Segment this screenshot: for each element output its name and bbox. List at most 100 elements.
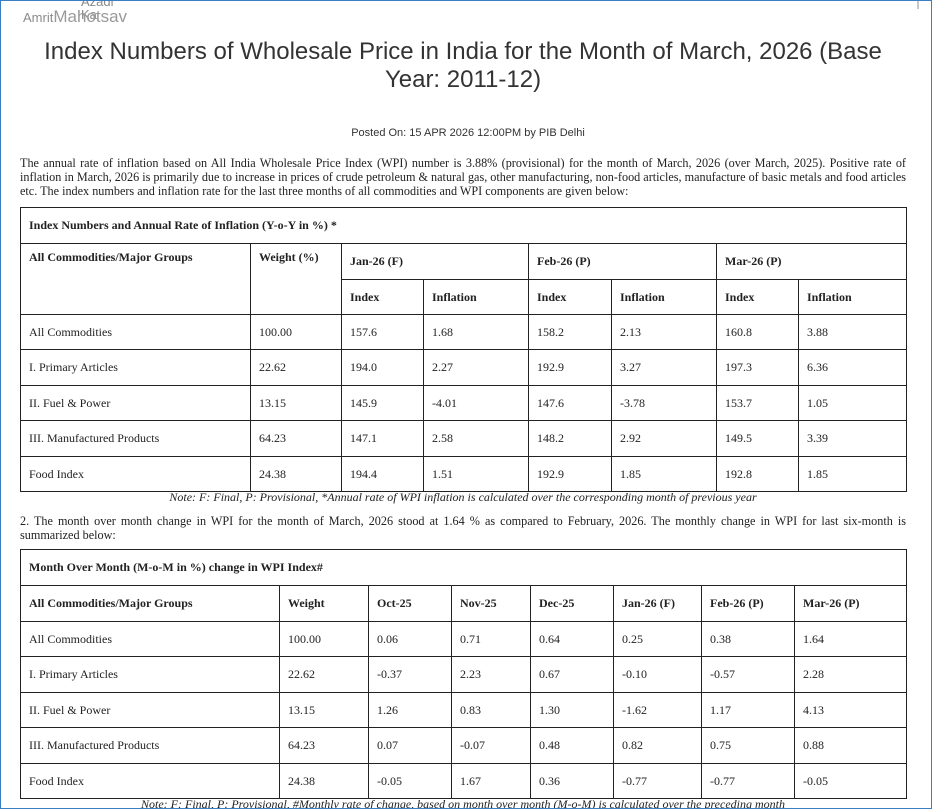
group-cell: Food Index — [20, 456, 251, 492]
table-row: III. Manufactured Products 64.23 0.07 -0… — [20, 727, 908, 764]
table-row: All Commodities 100.00 157.6 1.68 158.2 … — [20, 314, 908, 350]
column-header-month: Nov-25 — [451, 585, 531, 622]
value-cell: -0.77 — [701, 763, 795, 799]
group-cell: II. Fuel & Power — [20, 385, 251, 421]
table-row: Food Index 24.38 -0.05 1.67 0.36 -0.77 -… — [20, 763, 908, 799]
scroll-marker — [917, 1, 919, 9]
value-cell: 1.05 — [797, 385, 908, 421]
value-cell: 0.67 — [530, 656, 614, 693]
value-cell: 149.5 — [716, 420, 799, 457]
weight-cell: 64.23 — [279, 727, 369, 764]
logo-mahotsav-text: Mahotsav — [53, 7, 128, 26]
yoy-inflation-table: Index Numbers and Annual Rate of Inflati… — [19, 207, 908, 492]
value-cell: -0.10 — [613, 656, 702, 693]
value-cell: 1.68 — [423, 314, 529, 350]
value-cell: 147.1 — [341, 420, 424, 457]
value-cell: 157.6 — [341, 314, 424, 350]
column-header-month: Dec-25 — [530, 585, 614, 622]
table-subheader-row: Index Inflation Index Inflation Index In… — [21, 279, 908, 315]
posted-on: Posted On: 15 APR 2026 12:00PM by PIB De… — [351, 127, 585, 139]
value-cell: 192.9 — [528, 456, 612, 492]
column-header-inflation: Inflation — [423, 279, 529, 315]
value-cell: 0.07 — [368, 727, 452, 764]
table-row: II. Fuel & Power 13.15 1.26 0.83 1.30 -1… — [20, 692, 908, 728]
logo-top-text: Azadi Ka — [81, 0, 114, 22]
value-cell: 0.82 — [613, 727, 702, 764]
table-note: Note: F: Final, P: Provisional, #Monthly… — [141, 797, 785, 809]
table-row: I. Primary Articles 22.62 194.0 2.27 192… — [20, 349, 908, 386]
table-header-row: All Commodities/Major Groups Weight Oct-… — [20, 585, 908, 622]
value-cell: 192.9 — [528, 349, 612, 386]
value-cell: 2.27 — [423, 349, 529, 386]
group-cell: Food Index — [20, 763, 280, 799]
value-cell: 1.17 — [701, 692, 795, 728]
weight-cell: 13.15 — [250, 385, 342, 421]
value-cell: 2.92 — [611, 420, 717, 457]
value-cell: 0.38 — [701, 621, 795, 657]
value-cell: 1.85 — [797, 456, 908, 492]
column-header-month: Mar-26 (P) — [715, 243, 908, 280]
group-cell: I. Primary Articles — [20, 349, 251, 386]
weight-cell: 64.23 — [250, 420, 342, 457]
table-row: III. Manufactured Products 64.23 147.1 2… — [20, 420, 908, 457]
weight-cell: 22.62 — [279, 656, 369, 693]
value-cell: 0.25 — [613, 621, 702, 657]
value-cell: 145.9 — [341, 385, 424, 421]
table-row: Food Index 24.38 194.4 1.51 192.9 1.85 1… — [20, 456, 908, 492]
value-cell: 0.36 — [530, 763, 614, 799]
value-cell: 194.0 — [341, 349, 424, 386]
weight-cell: 24.38 — [250, 456, 342, 492]
value-cell: -1.62 — [613, 692, 702, 728]
weight-cell: 24.38 — [279, 763, 369, 799]
value-cell: 1.26 — [368, 692, 452, 728]
table-caption-row: Index Numbers and Annual Rate of Inflati… — [19, 207, 908, 244]
table-header-row: All Commodities/Major Groups Weight (%) … — [20, 243, 908, 315]
column-header-month: Jan-26 (F) — [341, 243, 529, 280]
table-caption-row: Month Over Month (M-o-M in %) change in … — [19, 549, 908, 586]
value-cell: 192.8 — [716, 456, 799, 492]
value-cell: 147.6 — [528, 385, 612, 421]
value-cell: 1.51 — [423, 456, 529, 492]
column-header-index: Index — [341, 279, 424, 315]
value-cell: 197.3 — [716, 349, 799, 386]
value-cell: 0.88 — [793, 727, 908, 764]
column-header-inflation: Inflation — [797, 279, 908, 315]
page-title: Index Numbers of Wholesale Price in Indi… — [44, 38, 882, 93]
value-cell: -0.77 — [613, 763, 702, 799]
value-cell: 160.8 — [716, 314, 799, 350]
value-cell: -0.05 — [793, 763, 908, 799]
group-cell: III. Manufactured Products — [20, 420, 251, 457]
weight-cell: 13.15 — [279, 692, 369, 728]
table-row: I. Primary Articles 22.62 -0.37 2.23 0.6… — [20, 656, 908, 693]
weight-cell: 100.00 — [279, 621, 369, 657]
value-cell: 3.88 — [797, 314, 908, 350]
column-header-month: Jan-26 (F) — [613, 585, 702, 622]
weight-cell: 100.00 — [250, 314, 342, 350]
value-cell: 0.48 — [530, 727, 614, 764]
table-row: All Commodities 100.00 0.06 0.71 0.64 0.… — [20, 621, 908, 657]
weight-cell: 22.62 — [250, 349, 342, 386]
logo-amrit-text: Amrit — [23, 10, 54, 25]
value-cell: 158.2 — [528, 314, 612, 350]
value-cell: 6.36 — [797, 349, 908, 386]
group-cell: II. Fuel & Power — [20, 692, 280, 728]
mom-paragraph: 2. The month over month change in WPI fo… — [20, 514, 906, 542]
mom-change-table: Month Over Month (M-o-M in %) change in … — [19, 549, 908, 799]
value-cell: 1.64 — [793, 621, 908, 657]
group-cell: All Commodities — [20, 314, 251, 350]
value-cell: 2.13 — [611, 314, 717, 350]
table-row: II. Fuel & Power 13.15 145.9 -4.01 147.6… — [20, 385, 908, 421]
value-cell: 3.39 — [797, 420, 908, 457]
value-cell: -4.01 — [423, 385, 529, 421]
value-cell: 1.85 — [611, 456, 717, 492]
group-cell: I. Primary Articles — [20, 656, 280, 693]
value-cell: 3.27 — [611, 349, 717, 386]
table-caption: Month Over Month (M-o-M in %) change in … — [19, 549, 908, 586]
column-header-month: Feb-26 (P) — [528, 243, 717, 280]
table-caption: Index Numbers and Annual Rate of Inflati… — [19, 207, 908, 244]
value-cell: 0.64 — [530, 621, 614, 657]
value-cell: -0.57 — [701, 656, 795, 693]
column-header-inflation: Inflation — [611, 279, 717, 315]
value-cell: 2.58 — [423, 420, 529, 457]
